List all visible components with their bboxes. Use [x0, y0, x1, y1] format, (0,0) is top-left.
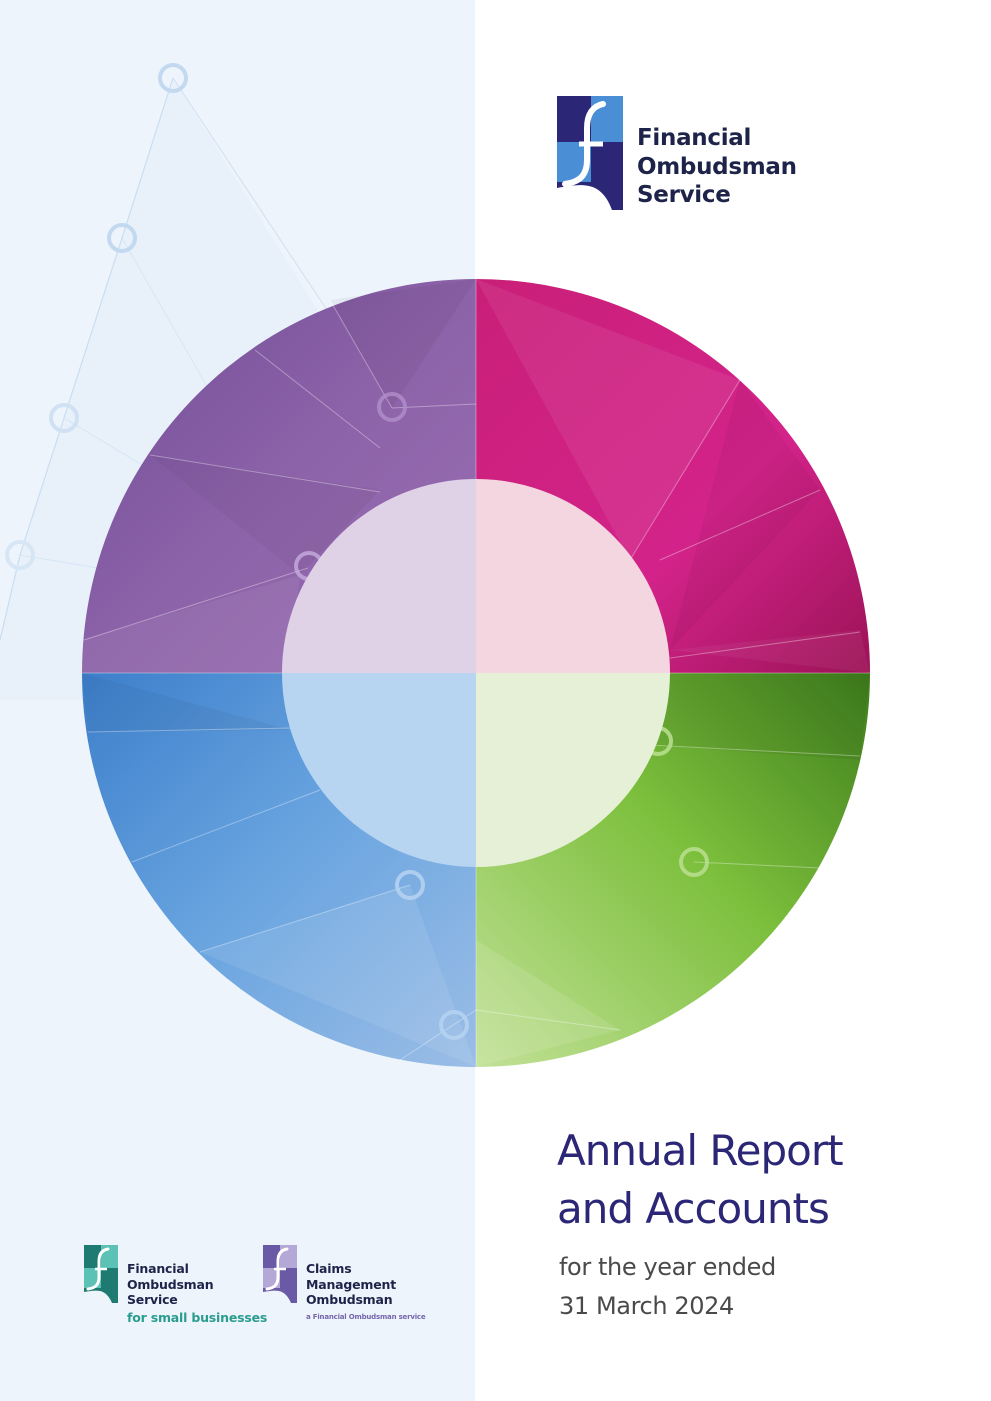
brand-name-line-3: Service [637, 182, 731, 208]
facet-lines [82, 279, 870, 1067]
fos-small-business-logo-icon [84, 1245, 118, 1303]
report-subtitle: for the year ended 31 March 2024 [559, 1248, 776, 1326]
brand-name-line-2: Ombudsman [637, 153, 797, 180]
fos-sb-line-2: Ombudsman [127, 1276, 214, 1292]
cmo-line-3: Ombudsman [306, 1292, 393, 1307]
brand-logo: Financial Ombudsman Service [557, 96, 817, 216]
title-line-1: Annual Report [557, 1126, 844, 1175]
inner-green-quadrant [476, 673, 670, 867]
cmo-line-2: Management [306, 1276, 397, 1292]
cmo-line-1: Claims [306, 1261, 352, 1276]
inner-purple-quadrant [282, 479, 476, 673]
inner-blue-quadrant [282, 673, 476, 867]
fos-sb-line-1: Financial [127, 1261, 189, 1276]
cmo-logo-icon [263, 1245, 297, 1303]
fos-sb-line-3: Service [127, 1292, 178, 1307]
subtitle-line-1: for the year ended [559, 1253, 776, 1281]
fos-sb-tagline: for small businesses [127, 1309, 268, 1325]
inner-magenta-quadrant [476, 479, 670, 673]
report-title: Annual Report and Accounts [557, 1122, 844, 1238]
title-line-2: and Accounts [557, 1184, 830, 1233]
cmo-tagline: a Financial Ombudsman service [306, 1312, 426, 1321]
brand-name-line-1: Financial [637, 125, 752, 151]
subtitle-line-2: 31 March 2024 [559, 1292, 734, 1320]
fos-f-logo-icon [557, 96, 623, 210]
